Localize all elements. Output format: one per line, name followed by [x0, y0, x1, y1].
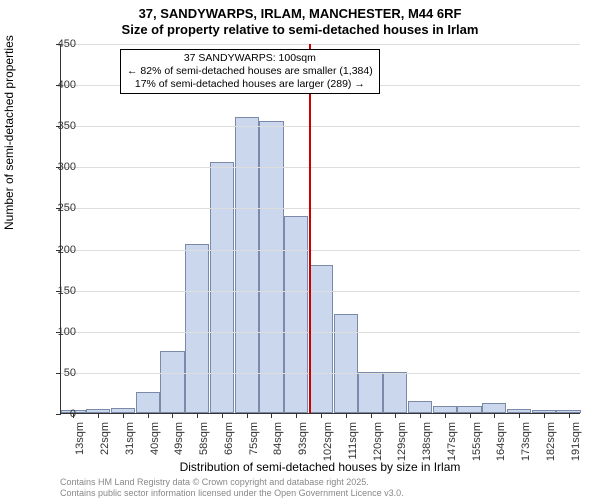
- x-tick-label: 66sqm: [223, 422, 235, 462]
- x-tick-label: 22sqm: [99, 422, 111, 462]
- annotation-line2: ← 82% of semi-detached houses are smalle…: [127, 65, 373, 78]
- x-tick-label: 13sqm: [74, 422, 86, 462]
- x-tick-label: 129sqm: [396, 422, 408, 462]
- gridline: [61, 373, 580, 374]
- histogram-bar: [383, 372, 407, 413]
- property-size-histogram: 37, SANDYWARPS, IRLAM, MANCHESTER, M44 6…: [0, 0, 600, 500]
- x-tick-mark: [98, 413, 99, 418]
- x-tick-mark: [371, 413, 372, 418]
- annotation-line1: 37 SANDYWARPS: 100sqm: [127, 52, 373, 65]
- footer-line1: Contains HM Land Registry data © Crown c…: [60, 477, 404, 487]
- y-tick-label: 50: [44, 367, 76, 379]
- x-tick-label: 111sqm: [347, 422, 359, 462]
- histogram-bar: [160, 351, 184, 413]
- chart-title-line2: Size of property relative to semi-detach…: [0, 22, 600, 37]
- annotation-box: 37 SANDYWARPS: 100sqm← 82% of semi-detac…: [120, 49, 380, 94]
- chart-footer: Contains HM Land Registry data © Crown c…: [60, 477, 404, 498]
- y-tick-label: 250: [44, 202, 76, 214]
- gridline: [61, 291, 580, 292]
- chart-title-line1: 37, SANDYWARPS, IRLAM, MANCHESTER, M44 6…: [0, 6, 600, 21]
- x-tick-mark: [222, 413, 223, 418]
- x-tick-mark: [247, 413, 248, 418]
- x-tick-label: 173sqm: [520, 422, 532, 462]
- x-tick-mark: [544, 413, 545, 418]
- y-tick-label: 300: [44, 161, 76, 173]
- x-tick-label: 84sqm: [272, 422, 284, 462]
- x-tick-label: 75sqm: [248, 422, 260, 462]
- x-axis-label: Distribution of semi-detached houses by …: [60, 460, 580, 474]
- x-tick-label: 40sqm: [149, 422, 161, 462]
- bars-container: [61, 44, 580, 413]
- gridline: [61, 208, 580, 209]
- gridline: [61, 167, 580, 168]
- x-tick-label: 49sqm: [173, 422, 185, 462]
- histogram-bar: [309, 265, 333, 413]
- x-tick-mark: [197, 413, 198, 418]
- x-tick-label: 147sqm: [446, 422, 458, 462]
- x-tick-label: 164sqm: [495, 422, 507, 462]
- y-tick-label: 0: [44, 408, 76, 420]
- x-tick-mark: [296, 413, 297, 418]
- x-tick-label: 31sqm: [124, 422, 136, 462]
- histogram-bar: [334, 314, 358, 413]
- y-axis-label: Number of semi-detached properties: [2, 35, 16, 230]
- gridline: [61, 44, 580, 45]
- y-tick-label: 150: [44, 285, 76, 297]
- histogram-bar: [185, 244, 209, 413]
- histogram-bar: [259, 121, 283, 413]
- x-tick-mark: [321, 413, 322, 418]
- x-tick-label: 120sqm: [372, 422, 384, 462]
- x-tick-mark: [346, 413, 347, 418]
- x-tick-mark: [420, 413, 421, 418]
- x-tick-mark: [569, 413, 570, 418]
- histogram-bar: [408, 401, 432, 413]
- x-tick-mark: [494, 413, 495, 418]
- x-tick-mark: [271, 413, 272, 418]
- histogram-bar: [358, 372, 382, 413]
- gridline: [61, 126, 580, 127]
- footer-line2: Contains public sector information licen…: [60, 488, 404, 498]
- x-tick-label: 93sqm: [297, 422, 309, 462]
- y-tick-label: 400: [44, 79, 76, 91]
- x-tick-mark: [148, 413, 149, 418]
- x-tick-mark: [123, 413, 124, 418]
- gridline: [61, 332, 580, 333]
- histogram-bar: [284, 216, 308, 413]
- x-tick-label: 102sqm: [322, 422, 334, 462]
- x-tick-mark: [172, 413, 173, 418]
- histogram-bar: [136, 392, 160, 413]
- x-tick-label: 182sqm: [545, 422, 557, 462]
- x-tick-mark: [445, 413, 446, 418]
- x-tick-label: 58sqm: [198, 422, 210, 462]
- x-tick-mark: [519, 413, 520, 418]
- y-tick-label: 100: [44, 326, 76, 338]
- x-tick-label: 138sqm: [421, 422, 433, 462]
- histogram-bar: [235, 117, 259, 413]
- annotation-line3: 17% of semi-detached houses are larger (…: [127, 78, 373, 91]
- x-tick-mark: [395, 413, 396, 418]
- plot-area: [60, 44, 580, 414]
- y-tick-label: 200: [44, 244, 76, 256]
- x-tick-label: 155sqm: [471, 422, 483, 462]
- x-tick-label: 191sqm: [570, 422, 582, 462]
- x-tick-mark: [470, 413, 471, 418]
- y-tick-label: 350: [44, 120, 76, 132]
- y-tick-label: 450: [44, 38, 76, 50]
- gridline: [61, 250, 580, 251]
- property-marker-line: [309, 44, 311, 413]
- histogram-bar: [482, 403, 506, 413]
- histogram-bar: [210, 162, 234, 413]
